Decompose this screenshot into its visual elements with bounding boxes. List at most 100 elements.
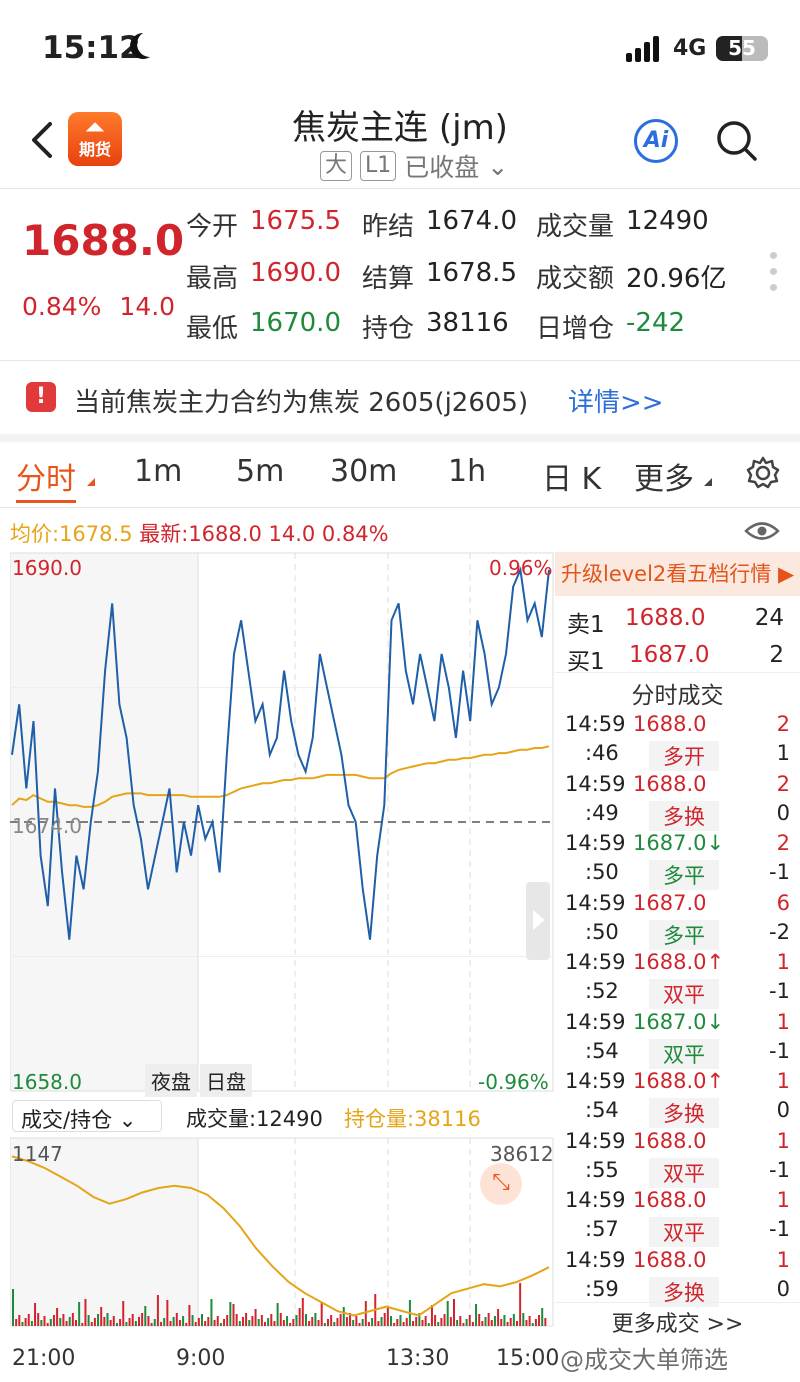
volume-bar [377,1321,380,1326]
volume-bar [109,1320,112,1326]
volume-bar [131,1314,134,1326]
volume-bar [282,1320,285,1326]
gear-icon[interactable] [746,456,780,490]
x-tick-label: 9:00 [176,1346,226,1371]
trades-title: 分时成交 [631,683,724,709]
tab-3[interactable]: 30m [330,454,398,489]
quote-field: 成交额 20.96亿 [536,258,726,295]
trade-kind: 双平 [649,1217,719,1247]
tab-2[interactable]: 5m [236,454,285,489]
volume-bar [251,1316,254,1326]
quote-field: 结算 1678.5 [362,258,517,295]
volume-bar [320,1302,323,1326]
trade-seconds: :55 [585,1157,619,1182]
trade-seconds: :50 [585,860,619,884]
tab-5[interactable]: 日 K [542,462,602,497]
quote-field-label: 最高 [186,264,239,294]
page-title: 焦炭主连 (jm) [292,108,508,148]
volume-bar [128,1318,131,1326]
volume-bar [531,1323,534,1326]
volume-bar [210,1299,213,1326]
volume-bar [503,1315,506,1326]
trade-price: 1687.0↓ [633,1009,725,1034]
volume-bar [478,1314,481,1326]
quote-field-label: 昨结 [362,212,415,242]
volume-bar [150,1323,153,1326]
trade-volume: 2 [776,771,790,796]
eye-icon[interactable] [744,520,780,542]
volume-bar [412,1321,415,1326]
volume-bar [437,1322,440,1326]
volume-bar [440,1318,443,1326]
volume-bar [172,1317,175,1326]
more-trades-link[interactable]: 更多成交 >> [611,1312,744,1337]
trade-kind: 多换 [649,800,719,831]
selector-label: 成交/持仓 [21,1108,113,1132]
details-link[interactable]: 详情>> [568,388,664,418]
volume-bar [434,1315,437,1326]
ai-assistant-button[interactable]: Ai [634,119,678,163]
volume-bar [78,1302,81,1326]
trade-kind: 多换 [649,1276,719,1307]
volume-bar [238,1321,241,1326]
volume-bar [68,1317,71,1326]
volume-bar [93,1318,96,1326]
volume-bar [286,1316,289,1326]
tab-1[interactable]: 1m [134,454,183,489]
volume-bar [459,1316,462,1326]
tab-0[interactable]: 分时 [16,462,76,497]
main-contract-notice: 当前焦炭主力合约为焦炭 2605(j2605) [74,388,529,418]
intraday-chart[interactable] [10,550,555,1350]
volume-bar [241,1317,244,1326]
trade-volume: 1 [776,1009,790,1034]
tab-4[interactable]: 1h [448,454,487,489]
search-icon[interactable] [716,120,758,162]
quote-field: 持仓 38116 [362,308,509,345]
signal-icon [626,36,666,62]
alert-icon: ! [26,382,56,412]
trade-volume: 6 [776,890,790,915]
market-state[interactable]: 大 L1 已收盘 ⌄ [320,148,508,184]
volume-bar [396,1319,399,1326]
volume-bar [292,1319,295,1326]
futures-logo[interactable]: ◢◣ 期货 [68,112,122,166]
volume-bar [134,1321,137,1326]
volume-bar [188,1305,191,1326]
volume-bar [497,1309,500,1326]
volume-bar [97,1314,100,1326]
volume-bar [516,1321,518,1326]
back-arrow-icon[interactable] [30,120,54,160]
volume-bar [314,1313,317,1326]
volume-bar [475,1304,478,1326]
volume-bar [308,1321,311,1326]
volume-bar [487,1313,490,1326]
more-dots-icon[interactable] [770,252,778,300]
volume-bar [52,1315,55,1326]
trade-volume: 1 [776,1128,790,1153]
volume-oi-selector[interactable]: 成交/持仓 ⌄ [12,1100,162,1132]
last-price: 1688.0 [22,216,185,265]
play-icon [533,910,545,930]
trade-kind: 多平 [649,919,719,950]
trade-time: 14:59 [565,771,626,796]
tab-6[interactable]: 更多 [634,462,694,497]
trade-oi-change: 0 [776,1276,790,1301]
volume-bar [141,1313,144,1326]
fullscreen-icon[interactable]: ⤡ [480,1163,522,1205]
volume-bar [182,1316,185,1326]
upgrade-level2-banner[interactable]: 升级level2看五档行情 ▶ [555,552,800,596]
volume-bar [430,1305,433,1326]
buy-price: 1687.0 [629,642,710,668]
volume-bar [405,1318,408,1326]
trade-time: 14:59 [565,1188,626,1212]
expand-panel-handle[interactable] [526,882,550,960]
trade-seconds: :49 [585,800,619,825]
network-type: 4G [673,36,707,61]
volume-bar [115,1323,118,1326]
battery-icon: 55 [716,36,768,61]
volume-bar [156,1295,159,1326]
avg-price-legend: 均价:1678.5 [10,522,133,546]
section-gap [0,434,800,442]
volume-bar [153,1319,156,1326]
divider [555,1302,800,1303]
